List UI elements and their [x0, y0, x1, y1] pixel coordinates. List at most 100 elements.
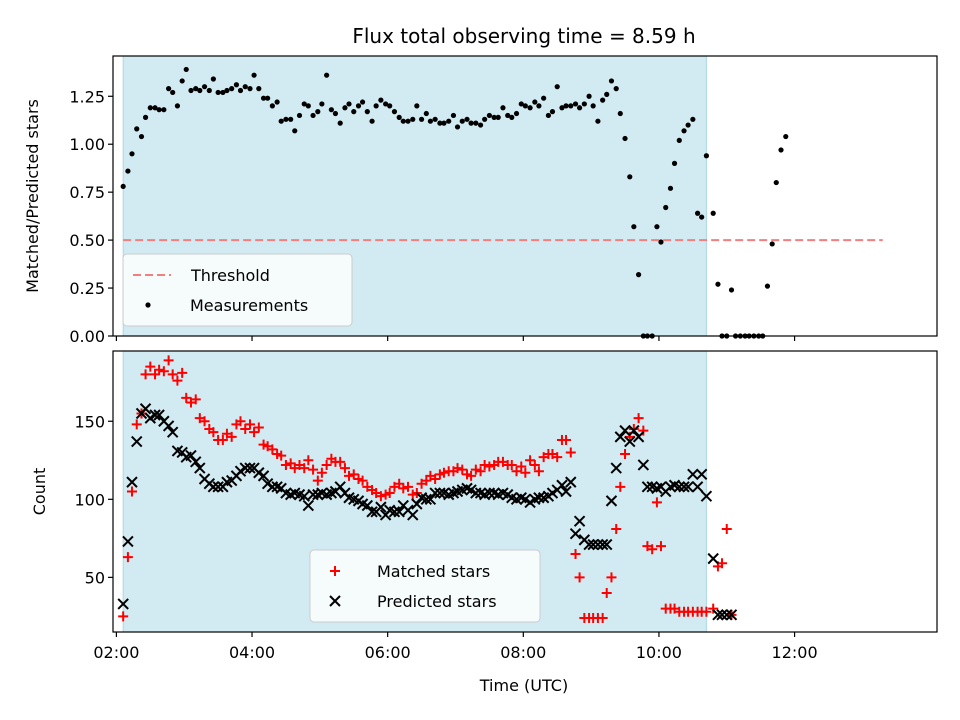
legend: Matched stars Predicted stars	[309, 549, 541, 623]
data-point	[590, 103, 596, 109]
data-point	[393, 506, 405, 518]
data-point	[122, 535, 134, 548]
data-point	[126, 476, 138, 488]
data-point	[427, 118, 433, 124]
data-point	[506, 459, 517, 470]
data-point	[321, 459, 332, 470]
data-point	[432, 116, 438, 122]
data-point	[161, 107, 167, 113]
data-point	[163, 355, 174, 366]
y-tick-label: 0.75	[69, 183, 105, 202]
data-point	[576, 105, 583, 111]
data-point	[572, 101, 579, 107]
data-point	[152, 105, 158, 111]
data-point	[217, 434, 228, 445]
series-measurements	[120, 66, 789, 339]
data-point	[339, 463, 350, 474]
data-point	[388, 506, 401, 518]
data-point	[224, 87, 230, 94]
data-point	[420, 493, 433, 506]
data-point	[355, 103, 362, 109]
data-point	[457, 464, 468, 475]
data-point	[253, 422, 264, 433]
data-point	[468, 120, 474, 126]
data-point	[466, 470, 477, 481]
data-point	[237, 87, 244, 94]
data-point	[153, 409, 165, 421]
data-point	[633, 413, 644, 424]
data-point	[608, 78, 615, 84]
data-point	[361, 499, 374, 512]
data-point	[197, 87, 203, 94]
data-point	[335, 456, 346, 467]
data-point	[122, 552, 133, 563]
data-point	[334, 481, 346, 493]
data-point	[560, 485, 572, 498]
data-point	[125, 168, 131, 174]
data-point	[276, 450, 287, 461]
panel-count: 50 100 150 02:00 04:00 06:00 08:00 10:00 12:00 Co…	[30, 350, 938, 662]
data-point	[139, 403, 152, 415]
data-point	[172, 375, 183, 386]
data-point	[699, 214, 705, 220]
axes-frame	[112, 55, 938, 337]
data-point	[583, 538, 595, 551]
data-point	[569, 527, 582, 540]
data-point	[632, 431, 645, 443]
data-point	[533, 492, 545, 504]
data-point	[601, 538, 613, 551]
data-point	[525, 455, 536, 466]
data-point	[251, 72, 257, 78]
data-point	[511, 466, 522, 477]
data-point	[518, 101, 524, 107]
data-point	[201, 84, 208, 90]
legend-label: Measurements	[190, 296, 308, 315]
data-point	[613, 86, 619, 92]
legend-label: Predicted stars	[377, 592, 497, 611]
data-point	[332, 110, 339, 117]
data-point	[308, 464, 319, 475]
data-point	[671, 160, 678, 166]
data-point	[682, 481, 694, 493]
data-point	[595, 118, 601, 124]
data-point	[716, 609, 728, 621]
data-point	[118, 611, 129, 622]
data-point	[454, 124, 461, 130]
data-point	[700, 490, 713, 502]
data-point	[475, 466, 486, 477]
data-point	[375, 501, 387, 513]
data-point	[266, 481, 279, 493]
data-point	[587, 538, 599, 551]
data-point	[570, 548, 581, 559]
data-point	[437, 120, 443, 126]
data-point	[604, 91, 610, 97]
data-point	[619, 424, 631, 437]
data-point	[229, 86, 235, 92]
axes-frame	[112, 350, 938, 633]
data-point	[307, 488, 319, 501]
data-point	[278, 118, 284, 124]
data-point	[424, 493, 437, 506]
data-point	[654, 224, 660, 230]
legend-marker	[329, 595, 341, 607]
data-point	[423, 110, 429, 117]
x-axis-label: Time (UTC)	[479, 676, 568, 695]
data-point	[635, 272, 642, 278]
data-point	[375, 491, 386, 502]
data-point	[292, 128, 298, 134]
data-point	[715, 281, 721, 287]
data-point	[260, 95, 267, 101]
data-point	[140, 369, 151, 380]
data-point	[131, 419, 142, 430]
data-point	[615, 481, 626, 492]
data-point	[651, 497, 662, 508]
data-point	[364, 109, 370, 115]
data-point	[267, 444, 278, 455]
data-point	[479, 459, 490, 470]
data-point	[233, 82, 240, 88]
data-point	[495, 114, 501, 120]
data-point	[337, 120, 343, 126]
data-point	[617, 110, 623, 117]
data-point	[450, 112, 457, 119]
data-point	[559, 105, 565, 111]
